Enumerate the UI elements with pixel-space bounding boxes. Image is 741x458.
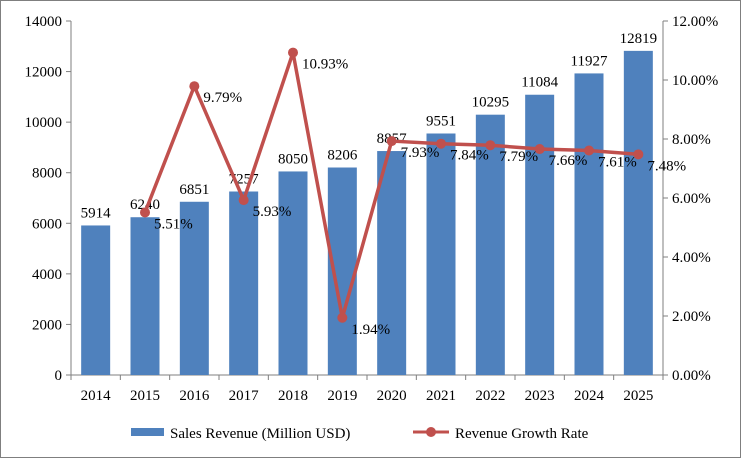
growth-value-label: 7.84% <box>450 148 489 164</box>
legend-swatch-growth-marker <box>426 427 436 437</box>
bar-value-label: 8050 <box>278 151 308 167</box>
bar-2020 <box>377 151 407 375</box>
x-tick-label: 2019 <box>327 388 357 404</box>
growth-marker-2023 <box>534 144 545 155</box>
growth-value-label: 5.93% <box>253 204 292 220</box>
y-left-tick-label: 4000 <box>32 267 62 283</box>
growth-marker-2017 <box>238 195 249 206</box>
bar-value-label: 5914 <box>81 205 112 221</box>
x-tick-label: 2017 <box>229 388 260 404</box>
x-tick-label: 2023 <box>525 388 555 404</box>
growth-value-label: 7.79% <box>499 149 538 165</box>
growth-marker-2018 <box>288 47 298 58</box>
growth-marker-2022 <box>485 140 496 151</box>
x-tick-label: 2018 <box>278 388 308 404</box>
bar-value-label: 11084 <box>521 75 558 91</box>
y-right-tick-label: 6.00% <box>672 191 711 207</box>
bar-2016 <box>179 201 209 375</box>
bar-value-label: 6240 <box>130 197 160 213</box>
y-right-tick-label: 0.00% <box>672 368 711 384</box>
growth-value-label: 1.94% <box>351 322 390 338</box>
y-right-tick-label: 2.00% <box>672 309 711 325</box>
growth-marker-2021 <box>436 138 446 149</box>
bar-2023 <box>525 94 555 375</box>
x-tick-label: 2024 <box>574 388 605 404</box>
x-tick-label: 2022 <box>475 388 505 404</box>
y-right-tick-label: 12.00% <box>672 14 718 30</box>
x-tick-label: 2020 <box>377 388 407 404</box>
y-left-tick-label: 10000 <box>25 115 63 131</box>
y-left-tick-label: 14000 <box>25 14 63 30</box>
x-tick-label: 2016 <box>179 388 210 404</box>
bar-2014 <box>81 225 111 375</box>
growth-marker-2015 <box>140 207 150 218</box>
growth-marker-2019 <box>337 312 348 323</box>
growth-value-label: 9.79% <box>203 90 242 106</box>
growth-marker-2020 <box>386 136 397 147</box>
y-right-tick-label: 8.00% <box>672 132 711 148</box>
growth-marker-2025 <box>633 149 644 160</box>
bar-2018 <box>278 171 308 375</box>
x-tick-label: 2014 <box>81 388 112 404</box>
bar-value-label: 11927 <box>571 53 608 69</box>
bar-2021 <box>426 133 456 375</box>
growth-marker-2024 <box>584 145 594 156</box>
x-tick-label: 2015 <box>130 388 160 404</box>
bar-value-label: 10295 <box>472 95 510 111</box>
growth-value-label: 5.51% <box>154 216 193 232</box>
bar-value-label: 6851 <box>179 182 209 198</box>
y-left-tick-label: 2000 <box>32 317 62 333</box>
growth-value-label: 7.61% <box>598 155 637 171</box>
growth-value-label: 7.66% <box>549 153 588 169</box>
y-right-tick-label: 4.00% <box>672 250 711 266</box>
x-tick-label: 2025 <box>623 388 653 404</box>
bar-value-label: 8206 <box>327 148 358 164</box>
x-tick-label: 2021 <box>426 388 456 404</box>
y-left-tick-label: 12000 <box>25 65 63 81</box>
legend-label-growth: Revenue Growth Rate <box>455 426 589 442</box>
bar-2022 <box>475 114 505 376</box>
growth-value-label: 10.93% <box>302 57 348 73</box>
legend-label-sales: Sales Revenue (Million USD) <box>170 426 350 442</box>
growth-value-label: 7.48% <box>647 158 686 174</box>
bar-value-label: 12819 <box>620 31 658 47</box>
y-left-tick-label: 0 <box>55 368 63 384</box>
bar-2017 <box>229 191 259 375</box>
y-left-tick-label: 8000 <box>32 166 62 182</box>
bar-value-label: 9551 <box>426 113 456 129</box>
bar-2025 <box>623 50 653 375</box>
y-left-tick-label: 6000 <box>32 216 62 232</box>
y-right-tick-label: 10.00% <box>672 73 718 89</box>
legend-swatch-sales <box>131 428 164 436</box>
growth-marker-2016 <box>189 81 200 92</box>
growth-value-label: 7.93% <box>401 145 440 161</box>
bar-2024 <box>574 73 604 375</box>
bar-2015 <box>130 217 160 375</box>
